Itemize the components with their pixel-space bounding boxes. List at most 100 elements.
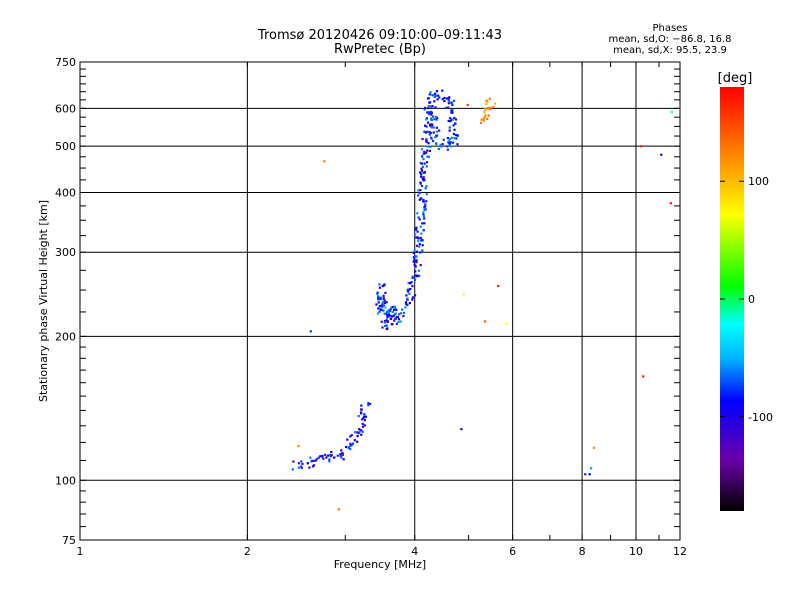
scatter-point: [422, 214, 425, 218]
scatter-point: [356, 440, 359, 443]
scatter-point: [425, 193, 428, 196]
scatter-point: [350, 434, 353, 437]
grid-lines: [79, 62, 681, 540]
scatter-point: [346, 438, 349, 441]
scatter-point: [422, 152, 425, 156]
chart-title: Tromsø 20120426 09:10:00–09:11:43: [257, 28, 503, 43]
scatter-point: [421, 165, 425, 169]
scatter-point: [584, 473, 587, 476]
scatter-point: [328, 460, 331, 463]
scatter-point: [394, 307, 397, 310]
scatter-point: [325, 456, 328, 459]
scatter-point: [393, 308, 396, 312]
scatter-point: [329, 455, 333, 458]
scatter-point: [386, 320, 389, 323]
scatter-point: [314, 459, 317, 462]
x-tick-label: 4: [411, 545, 418, 558]
scatter-point: [483, 116, 486, 119]
scatter-point: [391, 323, 394, 326]
scatter-point: [466, 103, 469, 107]
colorbar-ticks: 100 0 -100: [720, 175, 773, 424]
x-tick-label: 2: [244, 545, 251, 558]
scatter-point: [413, 249, 416, 252]
scatter-point: [360, 408, 363, 411]
scatter-point: [421, 177, 424, 181]
scatter-point: [670, 110, 674, 114]
scatter-point: [451, 136, 454, 139]
scatter-point: [384, 301, 387, 305]
scatter-point: [349, 447, 352, 451]
scatter-point: [340, 449, 343, 452]
scatter-point: [395, 322, 399, 325]
scatter-point: [385, 319, 388, 322]
scatter-point: [423, 177, 426, 180]
scatter-point: [449, 101, 452, 104]
scatter-point: [448, 129, 451, 132]
scatter-point: [429, 101, 432, 104]
scatter-point: [423, 222, 426, 225]
scatter-point: [404, 302, 408, 305]
y-tick-labels: 75 100 200 300 400 500 600 750: [55, 56, 76, 547]
scatter-point: [342, 458, 345, 461]
scatter-point: [312, 464, 316, 467]
phases-heading: Phases: [652, 23, 688, 34]
scatter-point: [412, 256, 415, 259]
scatter-point: [453, 99, 456, 102]
scatter-point: [482, 119, 486, 122]
scatter-point: [383, 320, 387, 323]
scatter-point: [387, 309, 390, 312]
scatter-point: [447, 106, 450, 109]
scatter-point: [423, 106, 427, 110]
scatter-point: [425, 184, 428, 188]
x-tick-label: 1: [77, 545, 84, 558]
scatter-point: [383, 312, 386, 315]
scatter-point: [429, 145, 432, 148]
y-tick-label: 300: [55, 246, 76, 259]
scatter-point: [353, 439, 356, 442]
scatter-point: [479, 121, 483, 124]
scatter-point: [453, 122, 457, 125]
scatter-point: [434, 136, 437, 139]
scatter-point: [484, 108, 487, 112]
scatter-point: [406, 288, 409, 291]
scatter-point: [363, 424, 366, 427]
scatter-point: [380, 308, 383, 312]
scatter-point: [297, 462, 301, 465]
scatter-point: [381, 302, 384, 305]
scatter-point: [421, 155, 424, 158]
scatter-point: [417, 189, 420, 192]
scatter-point: [360, 404, 363, 407]
scatter-point: [417, 240, 420, 243]
scatter-point: [397, 313, 401, 316]
scatter-point: [424, 131, 428, 134]
scatter-point: [404, 306, 407, 309]
scatter-point: [437, 94, 440, 97]
scatter-point: [422, 200, 425, 203]
scatter-point: [446, 148, 450, 151]
scatter-point: [448, 126, 451, 129]
phases-x-stats: mean, sd,X: 95.5, 23.9: [613, 45, 727, 56]
scatter-point: [453, 136, 456, 140]
scatter-point: [382, 283, 385, 287]
scatter-point: [409, 281, 412, 285]
scatter-point: [421, 239, 424, 242]
scatter-point: [401, 308, 404, 311]
scatter-point: [425, 125, 428, 128]
scatter-point: [434, 94, 438, 98]
scatter-point: [424, 203, 427, 206]
scatter-point: [423, 130, 426, 133]
scatter-point: [416, 236, 419, 239]
scatter-point: [418, 274, 421, 277]
scatter-point: [415, 261, 418, 264]
scatter-point: [389, 314, 392, 317]
scatter-point: [447, 119, 450, 123]
scatter-point: [426, 145, 429, 148]
scatter-point: [330, 450, 333, 454]
scatter-point: [368, 402, 372, 406]
scatter-point: [344, 445, 348, 449]
scatter-point: [361, 418, 364, 421]
scatter-point: [441, 143, 444, 146]
scatter-point: [402, 314, 405, 318]
scatter-point: [384, 306, 387, 309]
scatter-point: [425, 200, 428, 203]
